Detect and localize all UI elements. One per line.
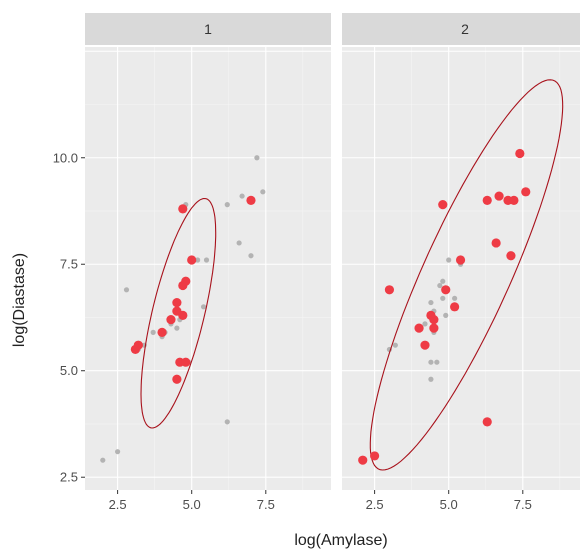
y-axis-title: log(Diastase) — [11, 253, 28, 347]
background-point — [248, 253, 254, 259]
panel-2: 2 — [342, 13, 580, 490]
background-point — [203, 257, 210, 263]
highlight-point — [429, 323, 439, 333]
y-tick-label: 2.5 — [60, 470, 78, 485]
highlight-point — [482, 195, 492, 205]
highlight-point — [438, 200, 448, 210]
panel-background — [342, 47, 580, 490]
background-point — [100, 457, 106, 463]
background-point — [224, 419, 230, 425]
highlight-point — [521, 187, 531, 197]
highlight-point — [172, 374, 182, 384]
highlight-point — [414, 323, 424, 333]
highlight-point — [515, 148, 525, 159]
highlight-point — [133, 340, 143, 350]
highlight-point — [246, 195, 256, 205]
highlight-point — [506, 251, 516, 261]
background-point — [200, 304, 207, 310]
strip-label: 2 — [461, 21, 469, 37]
background-point — [260, 189, 266, 195]
x-tick-label: 5.0 — [183, 497, 201, 512]
background-point — [440, 295, 446, 301]
x-axis-title: log(Amylase) — [294, 532, 387, 549]
highlight-point — [509, 195, 519, 205]
x-tick-label: 2.5 — [109, 497, 127, 512]
highlight-point — [178, 204, 188, 214]
highlight-point — [429, 315, 439, 325]
highlight-point — [491, 238, 501, 248]
background-point — [437, 282, 443, 289]
confidence-ellipse — [369, 79, 564, 471]
highlight-point — [178, 310, 188, 320]
highlight-point — [384, 285, 395, 295]
highlight-point — [157, 327, 167, 337]
background-point — [239, 193, 245, 199]
strip-label: 1 — [204, 21, 212, 37]
background-point — [195, 257, 201, 263]
background-point — [443, 312, 449, 318]
background-point — [123, 287, 130, 293]
background-point — [150, 329, 156, 335]
highlight-point — [450, 302, 460, 312]
panel-1: 1 — [85, 13, 331, 490]
confidence-ellipse — [140, 197, 217, 429]
y-tick-label: 7.5 — [60, 257, 78, 272]
highlight-point — [358, 455, 368, 465]
highlight-point — [420, 340, 430, 350]
background-point — [392, 342, 398, 348]
highlight-point — [455, 255, 466, 265]
background-point — [440, 278, 446, 284]
highlight-point — [441, 285, 451, 295]
x-tick-label: 7.5 — [514, 497, 532, 512]
background-point — [434, 359, 440, 365]
x-tick-label: 2.5 — [366, 497, 384, 512]
highlight-point — [181, 276, 191, 286]
panel-background — [85, 47, 331, 490]
highlight-point — [181, 357, 191, 367]
background-point — [428, 359, 434, 365]
y-tick-label: 10.0 — [53, 150, 78, 165]
background-point — [254, 155, 260, 161]
background-point — [115, 449, 121, 455]
highlight-point — [370, 451, 380, 461]
highlight-point — [187, 255, 197, 265]
x-axes: 2.5 5.0 7.5 2.5 5.0 7.5 — [109, 490, 532, 512]
background-point — [236, 240, 242, 246]
strip-background — [85, 13, 331, 45]
background-point — [452, 295, 458, 301]
highlight-point — [166, 315, 176, 325]
highlight-point — [482, 417, 492, 427]
x-tick-label: 7.5 — [257, 497, 275, 512]
highlight-point — [172, 297, 182, 308]
panel-data-layer — [100, 155, 266, 463]
background-point — [446, 257, 452, 263]
y-tick-label: 5.0 — [60, 363, 78, 378]
background-point — [422, 321, 428, 327]
background-point — [428, 376, 434, 382]
panel-data-layer — [358, 79, 564, 471]
background-point — [428, 299, 434, 306]
highlight-point — [494, 191, 504, 201]
x-tick-label: 5.0 — [440, 497, 458, 512]
strip-background — [342, 13, 580, 45]
background-point — [174, 325, 180, 331]
y-axis: 2.5 5.0 7.5 10.0 — [53, 150, 85, 485]
background-point — [224, 202, 230, 208]
